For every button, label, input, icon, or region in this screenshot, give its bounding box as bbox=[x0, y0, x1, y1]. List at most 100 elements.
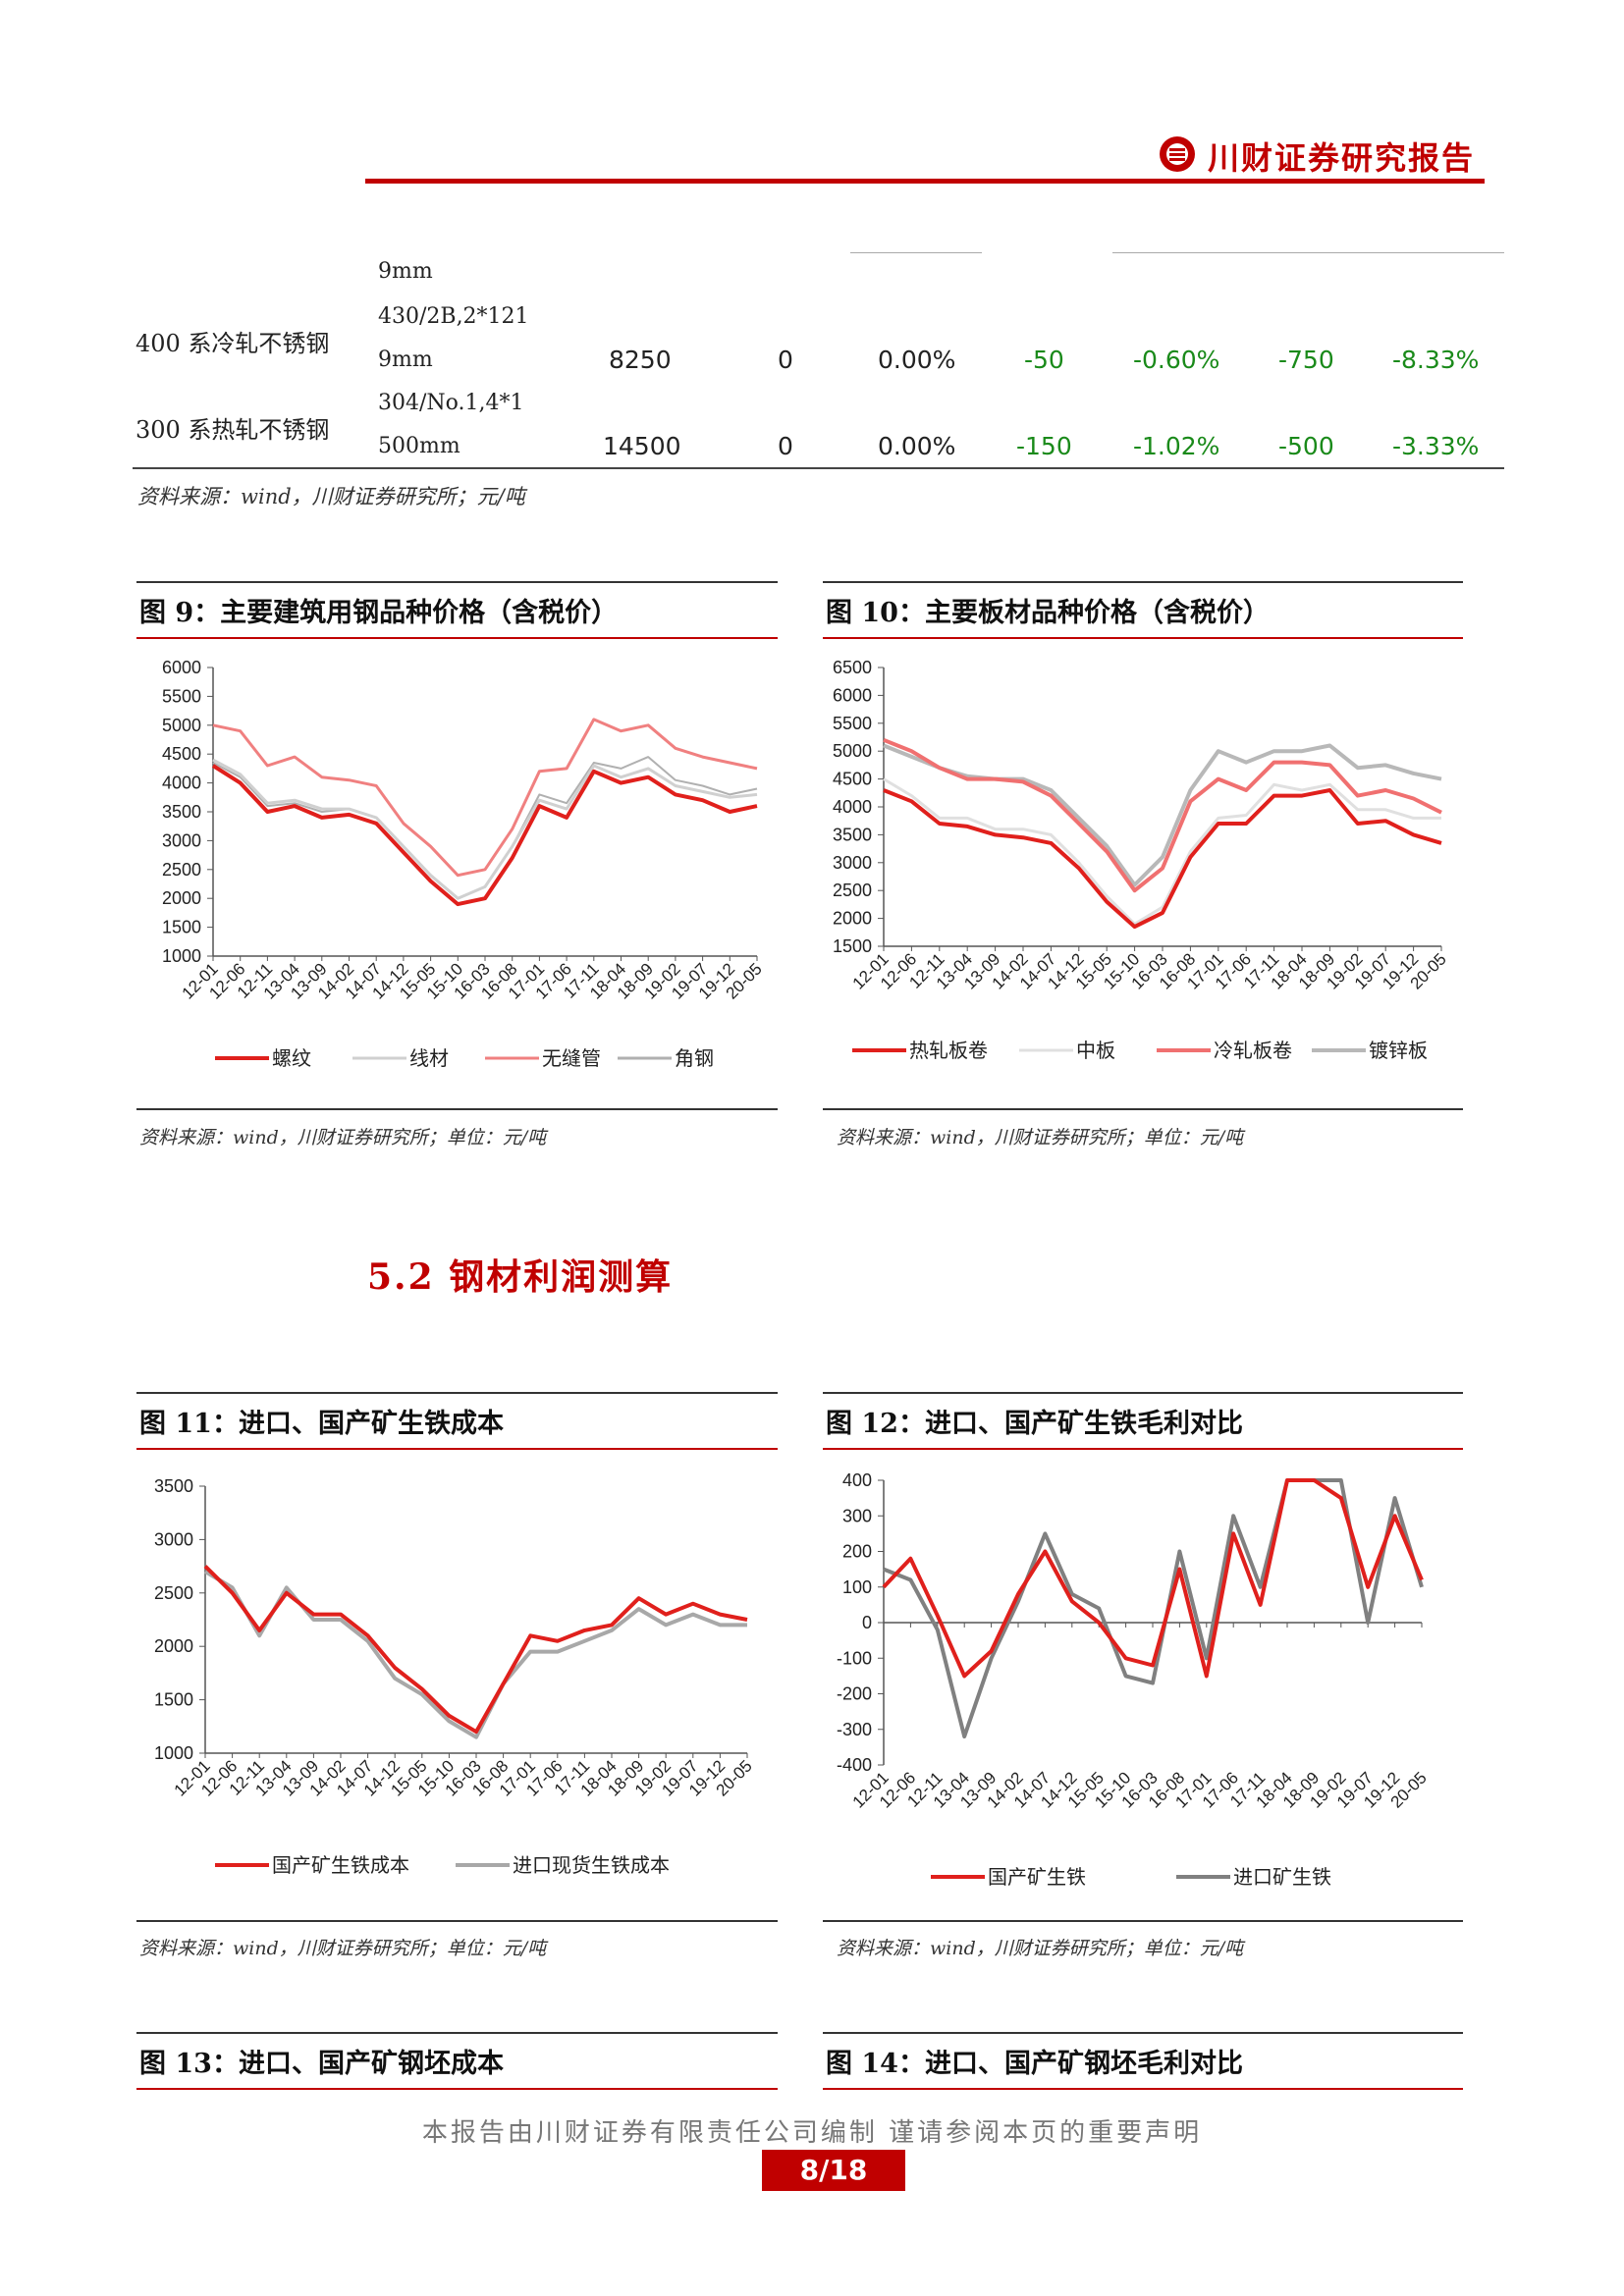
fig12-y-tick-label: -400 bbox=[837, 1755, 872, 1775]
fig12-source-note: 资料来源：wind，川财证券研究所；单位：元/吨 bbox=[837, 1938, 1244, 1959]
fig9-top-rule bbox=[136, 581, 778, 583]
fig10-y-tick-label: 1500 bbox=[833, 936, 872, 956]
fig12-y-tick-label: 100 bbox=[842, 1577, 872, 1597]
table-spec-cell: 500mm bbox=[378, 434, 460, 458]
table-top-rule-1 bbox=[850, 252, 982, 253]
fig9-series-line bbox=[212, 718, 758, 878]
fig9-y-tick-label: 3500 bbox=[162, 802, 201, 822]
fig10-y-tick-label: 3000 bbox=[833, 853, 872, 873]
fig10-y-tick-label: 3500 bbox=[833, 825, 872, 844]
fig10-legend-label: 中板 bbox=[1076, 1040, 1115, 1062]
table-week-change-cell: -150 bbox=[1016, 432, 1072, 460]
fig9-legend-label: 线材 bbox=[409, 1047, 449, 1070]
fig10-chart: 1500 2000 2500 3000 3500 4000 4500 5000 5500 6000… bbox=[833, 658, 1450, 1062]
footer-disclaimer: 本报告由川财证券有限责任公司编制 谨请参阅本页的重要声明 bbox=[421, 2118, 1203, 2148]
fig12-legend-label: 进口矿生铁 bbox=[1233, 1866, 1331, 1889]
fig11-series-line bbox=[203, 1565, 748, 1735]
fig9-y-tick-label: 3000 bbox=[162, 830, 201, 850]
fig9-y-tick-label: 6000 bbox=[162, 658, 201, 677]
table-change-cell: 0 bbox=[778, 432, 793, 460]
fig13-top-rule bbox=[136, 2032, 778, 2034]
fig9-title: 图 9：主要建筑用钢品种价格（含税价） bbox=[139, 598, 619, 628]
fig9-y-tick-label: 5000 bbox=[162, 716, 201, 735]
fig10-y-tick-label: 5000 bbox=[833, 741, 872, 761]
fig11-top-rule bbox=[136, 1392, 778, 1394]
table-month-pct-cell: -3.33% bbox=[1392, 432, 1480, 460]
fig9-y-tick-label: 1000 bbox=[162, 946, 201, 966]
header-rule bbox=[365, 179, 1485, 184]
fig14-title-rule bbox=[823, 2088, 1463, 2090]
fig10-y-tick-label: 5500 bbox=[833, 714, 872, 733]
section-title: 5.2 钢材利润测算 bbox=[367, 1256, 674, 1298]
fig9-bottom-rule bbox=[136, 1108, 778, 1110]
fig11-series-line bbox=[203, 1570, 747, 1739]
fig12-series-line bbox=[882, 1478, 1424, 1679]
fig11-y-tick-label: 3000 bbox=[154, 1529, 193, 1549]
fig9-y-tick-label: 4000 bbox=[162, 774, 201, 793]
table-product-name: 300 系热轧不锈钢 bbox=[135, 416, 330, 444]
fig9-y-tick-label: 4500 bbox=[162, 744, 201, 764]
fig11-legend-label: 进口现货生铁成本 bbox=[513, 1854, 670, 1877]
table-price-cell: 8250 bbox=[609, 346, 672, 374]
fig12-y-tick-label: 0 bbox=[862, 1613, 872, 1632]
table-month-change-cell: -500 bbox=[1278, 432, 1334, 460]
fig11-y-tick-label: 2000 bbox=[154, 1636, 193, 1656]
fig9-legend-label: 角钢 bbox=[675, 1047, 714, 1070]
fig9-y-tick-label: 1500 bbox=[162, 918, 201, 937]
fig10-title-rule bbox=[823, 637, 1463, 639]
fig12-y-tick-label: 400 bbox=[842, 1470, 872, 1490]
table-month-pct-cell: -8.33% bbox=[1392, 346, 1480, 374]
fig10-top-rule bbox=[823, 581, 1463, 583]
fig10-y-tick-label: 4000 bbox=[833, 797, 872, 817]
fig9-series-line bbox=[212, 758, 758, 900]
table-top-rule-2 bbox=[1112, 252, 1504, 253]
table-spec-cell: 430/2B,2*121 bbox=[378, 304, 529, 329]
fig12-bottom-rule bbox=[823, 1920, 1463, 1922]
fig10-y-tick-label: 6500 bbox=[833, 658, 872, 677]
fig12-top-rule bbox=[823, 1392, 1463, 1394]
fig9-chart: 1000 1500 2000 2500 3000 3500 4000 4500 5000 5500… bbox=[162, 658, 766, 1070]
fig11-source-note: 资料来源：wind，川财证券研究所；单位：元/吨 bbox=[139, 1938, 547, 1959]
fig11-title-rule bbox=[136, 1448, 778, 1450]
table-bottom-rule bbox=[133, 467, 1504, 469]
fig14-top-rule bbox=[823, 2032, 1463, 2034]
fig14-title: 图 14：进口、国产矿钢坯毛利对比 bbox=[826, 2049, 1243, 2079]
table-month-change-cell: -750 bbox=[1278, 346, 1334, 374]
fig10-y-tick-label: 2500 bbox=[833, 881, 872, 900]
fig11-y-tick-label: 2500 bbox=[154, 1583, 193, 1603]
company-logo-icon bbox=[1160, 136, 1195, 172]
fig11-title: 图 11：进口、国产矿生铁成本 bbox=[139, 1409, 504, 1439]
fig12-legend-label: 国产矿生铁 bbox=[988, 1866, 1086, 1889]
table-week-pct-cell: -0.60% bbox=[1133, 346, 1220, 374]
page-number: 8/18 bbox=[762, 2150, 905, 2191]
table-week-pct-cell: -1.02% bbox=[1133, 432, 1220, 460]
fig10-legend-label: 冷轧板卷 bbox=[1214, 1040, 1292, 1062]
table-price-cell: 14500 bbox=[603, 432, 681, 460]
fig9-legend-label: 螺纹 bbox=[272, 1047, 311, 1070]
fig13-title-rule bbox=[136, 2088, 778, 2090]
table-spec-cell: 9mm bbox=[378, 347, 433, 372]
fig12-y-tick-label: 200 bbox=[842, 1542, 872, 1562]
fig12-chart: -400-300-200-100010020030040012-0112-061… bbox=[837, 1470, 1431, 1889]
fig9-source-note: 资料来源：wind，川财证券研究所；单位：元/吨 bbox=[139, 1127, 547, 1148]
fig10-legend-label: 镀锌板 bbox=[1369, 1040, 1428, 1062]
table-source-note: 资料来源：wind，川财证券研究所；元/吨 bbox=[137, 485, 525, 508]
fig11-bottom-rule bbox=[136, 1920, 778, 1922]
fig11-y-tick-label: 1500 bbox=[154, 1690, 193, 1710]
fig11-legend-label: 国产矿生铁成本 bbox=[272, 1854, 409, 1877]
fig12-y-tick-label: 300 bbox=[842, 1506, 872, 1525]
fig10-title: 图 10：主要板材品种价格（含税价） bbox=[826, 598, 1270, 628]
fig11-chart: 10001500200025003000350012-0112-0612-111… bbox=[154, 1476, 756, 1877]
fig12-y-tick-label: -100 bbox=[837, 1648, 872, 1668]
fig10-source-note: 资料来源：wind，川财证券研究所；单位：元/吨 bbox=[837, 1127, 1244, 1148]
fig10-y-tick-label: 2000 bbox=[833, 909, 872, 929]
fig10-y-tick-label: 4500 bbox=[833, 770, 872, 789]
table-change-cell: 0 bbox=[778, 346, 793, 374]
fig9-legend-label: 无缝管 bbox=[542, 1047, 601, 1070]
fig12-title-rule bbox=[823, 1448, 1463, 1450]
fig9-series-line bbox=[212, 756, 758, 900]
fig10-series-line bbox=[883, 788, 1442, 930]
fig12-series-line bbox=[883, 1478, 1424, 1738]
fig12-title: 图 12：进口、国产矿生铁毛利对比 bbox=[826, 1409, 1243, 1439]
fig10-y-tick-label: 6000 bbox=[833, 685, 872, 705]
